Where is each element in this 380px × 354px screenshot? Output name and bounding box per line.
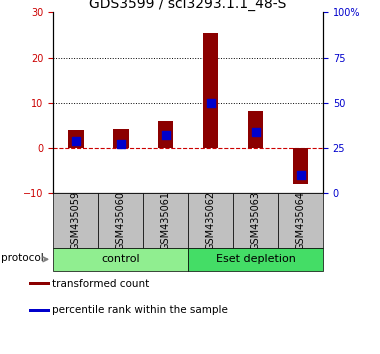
Bar xyxy=(293,148,309,184)
Point xyxy=(207,100,214,105)
Point xyxy=(163,132,169,138)
Text: GSM435063: GSM435063 xyxy=(250,191,261,250)
Bar xyxy=(30,282,49,285)
Bar xyxy=(98,193,143,248)
Bar xyxy=(188,248,323,271)
Bar xyxy=(233,193,278,248)
Text: control: control xyxy=(101,254,140,264)
Bar xyxy=(158,121,174,148)
Point xyxy=(298,172,304,178)
Bar xyxy=(68,130,84,148)
Bar xyxy=(53,248,188,271)
Text: transformed count: transformed count xyxy=(52,279,149,289)
Point xyxy=(73,138,79,143)
Bar xyxy=(113,129,128,148)
Text: protocol: protocol xyxy=(1,253,44,263)
Bar xyxy=(143,193,188,248)
Text: GSM435059: GSM435059 xyxy=(71,191,81,250)
Point xyxy=(252,129,258,135)
Bar xyxy=(54,193,98,248)
Bar xyxy=(30,309,49,312)
Text: GSM435061: GSM435061 xyxy=(161,191,171,250)
Point xyxy=(118,141,124,147)
Bar xyxy=(188,193,233,248)
Bar xyxy=(203,33,218,148)
Text: Eset depletion: Eset depletion xyxy=(215,254,296,264)
Title: GDS3599 / scl3293.1.1_48-S: GDS3599 / scl3293.1.1_48-S xyxy=(89,0,287,11)
Bar xyxy=(248,111,263,148)
Text: GSM435060: GSM435060 xyxy=(116,191,126,250)
Text: GSM435064: GSM435064 xyxy=(296,191,306,250)
Text: percentile rank within the sample: percentile rank within the sample xyxy=(52,305,228,315)
Bar xyxy=(278,193,323,248)
Text: GSM435062: GSM435062 xyxy=(206,191,215,250)
